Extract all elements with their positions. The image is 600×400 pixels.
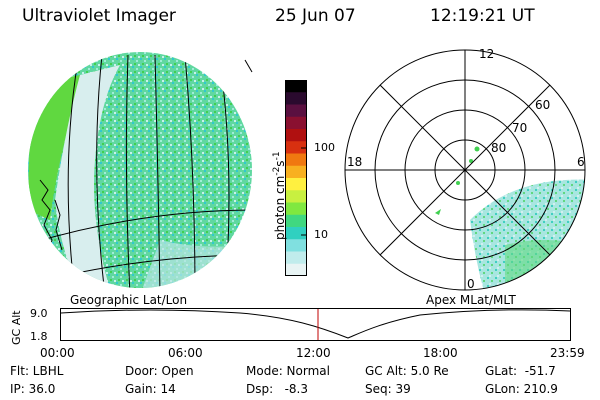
info-mode: Mode: Normal bbox=[246, 364, 330, 378]
right-panel-caption: Apex MLat/MLT bbox=[426, 293, 516, 307]
info-gc-alt: GC Alt: 5.0 Re bbox=[365, 364, 449, 378]
colorbar-swatch bbox=[285, 129, 307, 142]
xtick-2359: 23:59 bbox=[550, 346, 585, 360]
colorbar-swatch bbox=[285, 263, 307, 276]
mlt-label-18: 18 bbox=[347, 155, 363, 169]
time-label: 12:19:21 UT bbox=[430, 6, 535, 26]
info-door: Door: Open bbox=[125, 364, 194, 378]
colorbar-swatch bbox=[285, 92, 307, 105]
colorbar bbox=[285, 80, 307, 276]
colorbar-swatch bbox=[285, 116, 307, 130]
colorbar-tick-100: 100 bbox=[314, 141, 335, 154]
info-glon: GLon: 210.9 bbox=[485, 382, 558, 396]
mlat-label-60: 60 bbox=[535, 98, 551, 112]
unit-sup2: -1 bbox=[272, 151, 282, 161]
polar-plot bbox=[344, 49, 586, 291]
app-title: Ultraviolet Imager bbox=[22, 6, 176, 26]
colorbar-swatch bbox=[285, 251, 307, 265]
colorbar-unit-label: photon cm-2s-1 bbox=[272, 151, 287, 240]
altitude-plot bbox=[60, 308, 571, 341]
colorbar-tick-10: 10 bbox=[314, 228, 328, 241]
mlt-label-12: 12 bbox=[479, 47, 495, 61]
xtick-1800: 18:00 bbox=[423, 346, 458, 360]
colorbar-swatch bbox=[285, 80, 307, 93]
info-filter: Flt: LBHL bbox=[10, 364, 64, 378]
info-dsp: Dsp: -8.3 bbox=[246, 382, 309, 396]
info-seq: Seq: 39 bbox=[365, 382, 411, 396]
mlt-label-0: 0 bbox=[467, 277, 475, 291]
colorbar-swatch bbox=[285, 227, 307, 240]
colorbar-swatch bbox=[285, 153, 307, 167]
mlat-label-70: 70 bbox=[512, 121, 528, 135]
date-label: 25 Jun 07 bbox=[275, 6, 356, 26]
altitude-ylabel: GC Alt bbox=[10, 310, 23, 345]
colorbar-swatch bbox=[285, 178, 307, 191]
colorbar-swatch bbox=[285, 202, 307, 216]
colorbar-swatch bbox=[285, 141, 307, 154]
info-gain: Gain: 14 bbox=[125, 382, 176, 396]
unit-text: photon cm bbox=[273, 175, 287, 240]
mlat-label-80: 80 bbox=[491, 141, 507, 155]
mlt-label-6: 6 bbox=[577, 155, 585, 169]
xtick-1200: 12:00 bbox=[296, 346, 331, 360]
unit-mid: s bbox=[273, 160, 287, 167]
xtick-0000: 00:00 bbox=[40, 346, 75, 360]
altitude-ytick-9: 9.0 bbox=[30, 307, 48, 320]
colorbar-swatch bbox=[285, 190, 307, 203]
colorbar-swatch bbox=[285, 165, 307, 179]
info-ip: IP: 36.0 bbox=[10, 382, 56, 396]
unit-sup1: -2 bbox=[272, 166, 282, 176]
xtick-0600: 06:00 bbox=[168, 346, 203, 360]
geographic-image bbox=[28, 52, 253, 288]
altitude-ytick-1: 1.8 bbox=[30, 330, 48, 343]
left-panel-caption: Geographic Lat/Lon bbox=[70, 293, 188, 307]
colorbar-swatch bbox=[285, 214, 307, 228]
colorbar-swatch bbox=[285, 239, 307, 252]
colorbar-swatch bbox=[285, 104, 307, 118]
info-glat: GLat: -51.7 bbox=[485, 364, 556, 378]
